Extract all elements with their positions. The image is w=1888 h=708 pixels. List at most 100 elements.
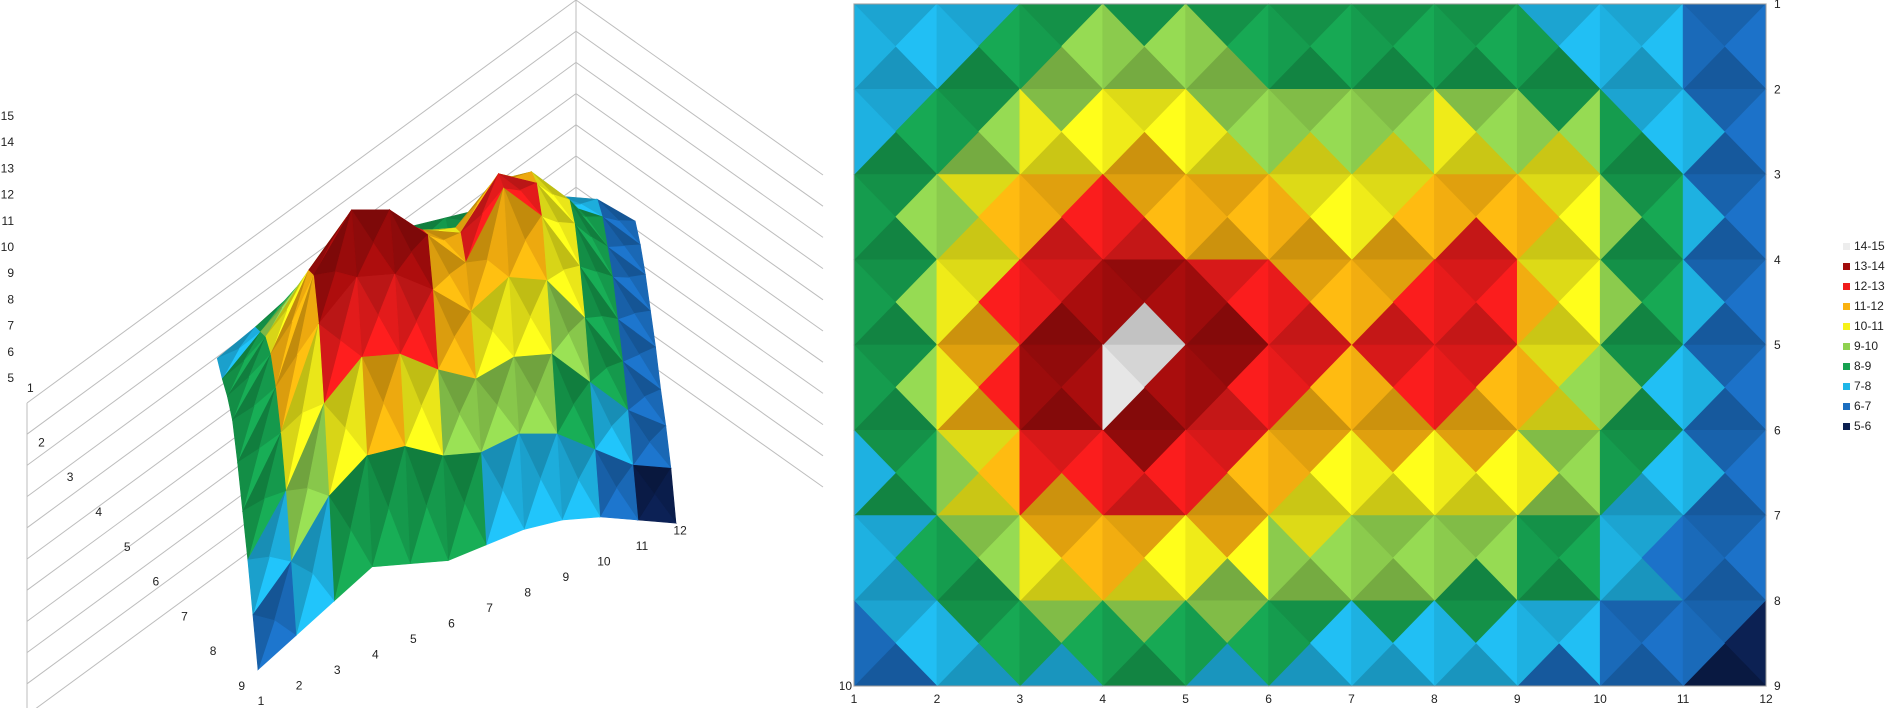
contour-facet [1268,514,1311,602]
contour-facet [936,344,979,431]
contour-facet [1599,429,1643,517]
x-tick-label: 11 [1677,692,1690,706]
legend-label: 6-7 [1854,399,1872,413]
contour-facet [1185,88,1228,176]
legend-swatch [1843,242,1850,250]
contour-facet [1268,429,1311,517]
x-tick-label: 2 [934,692,941,706]
contour-facet [1434,600,1477,687]
legend-label: 12-13 [1854,279,1885,293]
x-tick-label: 3 [334,663,341,677]
z-tick-label: 8 [7,292,14,306]
contour-facet [1682,259,1725,346]
x-tick-label: 9 [562,570,569,584]
contour-facet [1516,514,1560,602]
y-tick-label: 4 [1774,253,1781,267]
surface-facet [221,360,245,398]
surface-mesh [216,170,677,671]
contour-facet [1434,3,1477,90]
surface-facet [252,614,275,670]
y-tick-label: 8 [1774,594,1781,608]
contour-facet [1185,600,1228,687]
contour-facet [1268,259,1311,346]
y-tick-label: 7 [1774,509,1781,523]
contour-facet [1434,259,1477,346]
legend-item: 5-6 [1843,416,1888,436]
legend-swatch [1843,262,1850,270]
contour-facet [1185,429,1228,517]
x-tick-label: 10 [597,555,611,569]
y-tick-label: 2 [38,435,45,449]
contour-facet [1599,3,1643,90]
legend-label: 5-6 [1854,419,1872,433]
contour-facet [1351,344,1394,431]
x-tick-label: 7 [1348,692,1355,706]
contour-facet [936,259,979,346]
contour-facet [1268,3,1311,90]
x-tick-label: 8 [1431,692,1438,706]
surface-walls [26,0,824,708]
y-tick-label: 2 [1774,82,1781,96]
contour-facet [1268,88,1311,176]
x-tick-label: 7 [486,601,493,615]
contour-facet [1185,3,1228,90]
contour-facet [1185,259,1228,346]
contour-facet [1351,600,1394,687]
legend-item: 9-10 [1843,336,1888,356]
legend-swatch [1843,402,1850,410]
y-tick-label: 9 [238,679,245,693]
contour-facet [1019,429,1062,517]
contour-facet [1268,344,1311,431]
contour-facet [1516,429,1560,517]
surface-facet [242,498,265,561]
x-tick-label: 4 [372,648,379,662]
z-tick-label: 7 [7,319,14,333]
legend-label: 11-12 [1854,299,1884,313]
z-tick-label: 9 [7,266,14,280]
z-tick-label: 12 [1,188,15,202]
contour-facet [1682,600,1725,687]
contour-facet [1102,600,1145,687]
z-tick-label: 6 [7,345,14,359]
plot-border [853,3,1767,687]
gridline [26,0,824,404]
contour-facet [1682,173,1725,261]
surface-facet [247,556,270,615]
legend-item: 6-7 [1843,396,1888,416]
surface-facet [232,405,255,463]
contour-facet [1434,429,1477,517]
contour-mesh [853,3,1767,687]
y-tick-label: 3 [67,470,74,484]
contour-facet [1019,173,1062,261]
contour-facet [1434,344,1477,431]
contour-y-ticks: 1 2 3 4 5 6 7 8 9 [1774,0,1781,693]
contour-facet [1599,344,1643,431]
contour-facet [1434,514,1477,602]
x-tick-label: 6 [448,617,455,631]
y-tick-label: 9 [1774,679,1781,693]
y-tick-label: 5 [124,540,131,554]
x-tick-label: 9 [1514,692,1521,706]
contour-facet [1019,600,1062,687]
contour-facet [1102,429,1145,517]
contour-facet [1434,88,1477,176]
corner-label: 1 [27,381,34,395]
contour-facet [1351,514,1394,602]
surface-facet [216,348,240,380]
contour-facet [1102,173,1145,261]
contour-facet [1516,344,1560,431]
legend-label: 13-14 [1854,259,1885,273]
contour-facet [1102,3,1145,90]
contour-facet [1516,600,1560,687]
y-tick-label: 1 [1774,0,1781,11]
legend-swatch [1843,422,1850,430]
contour-facet [1599,173,1643,261]
contour-facet [1102,259,1145,346]
contour-facet [936,600,979,687]
legend-item: 14-15 [1843,236,1888,256]
x-tick-label: 10 [1594,692,1608,706]
legend-swatch [1843,382,1850,390]
x-tick-label: 1 [258,694,265,708]
contour-facet [1434,173,1477,261]
contour-facet [1351,88,1394,176]
